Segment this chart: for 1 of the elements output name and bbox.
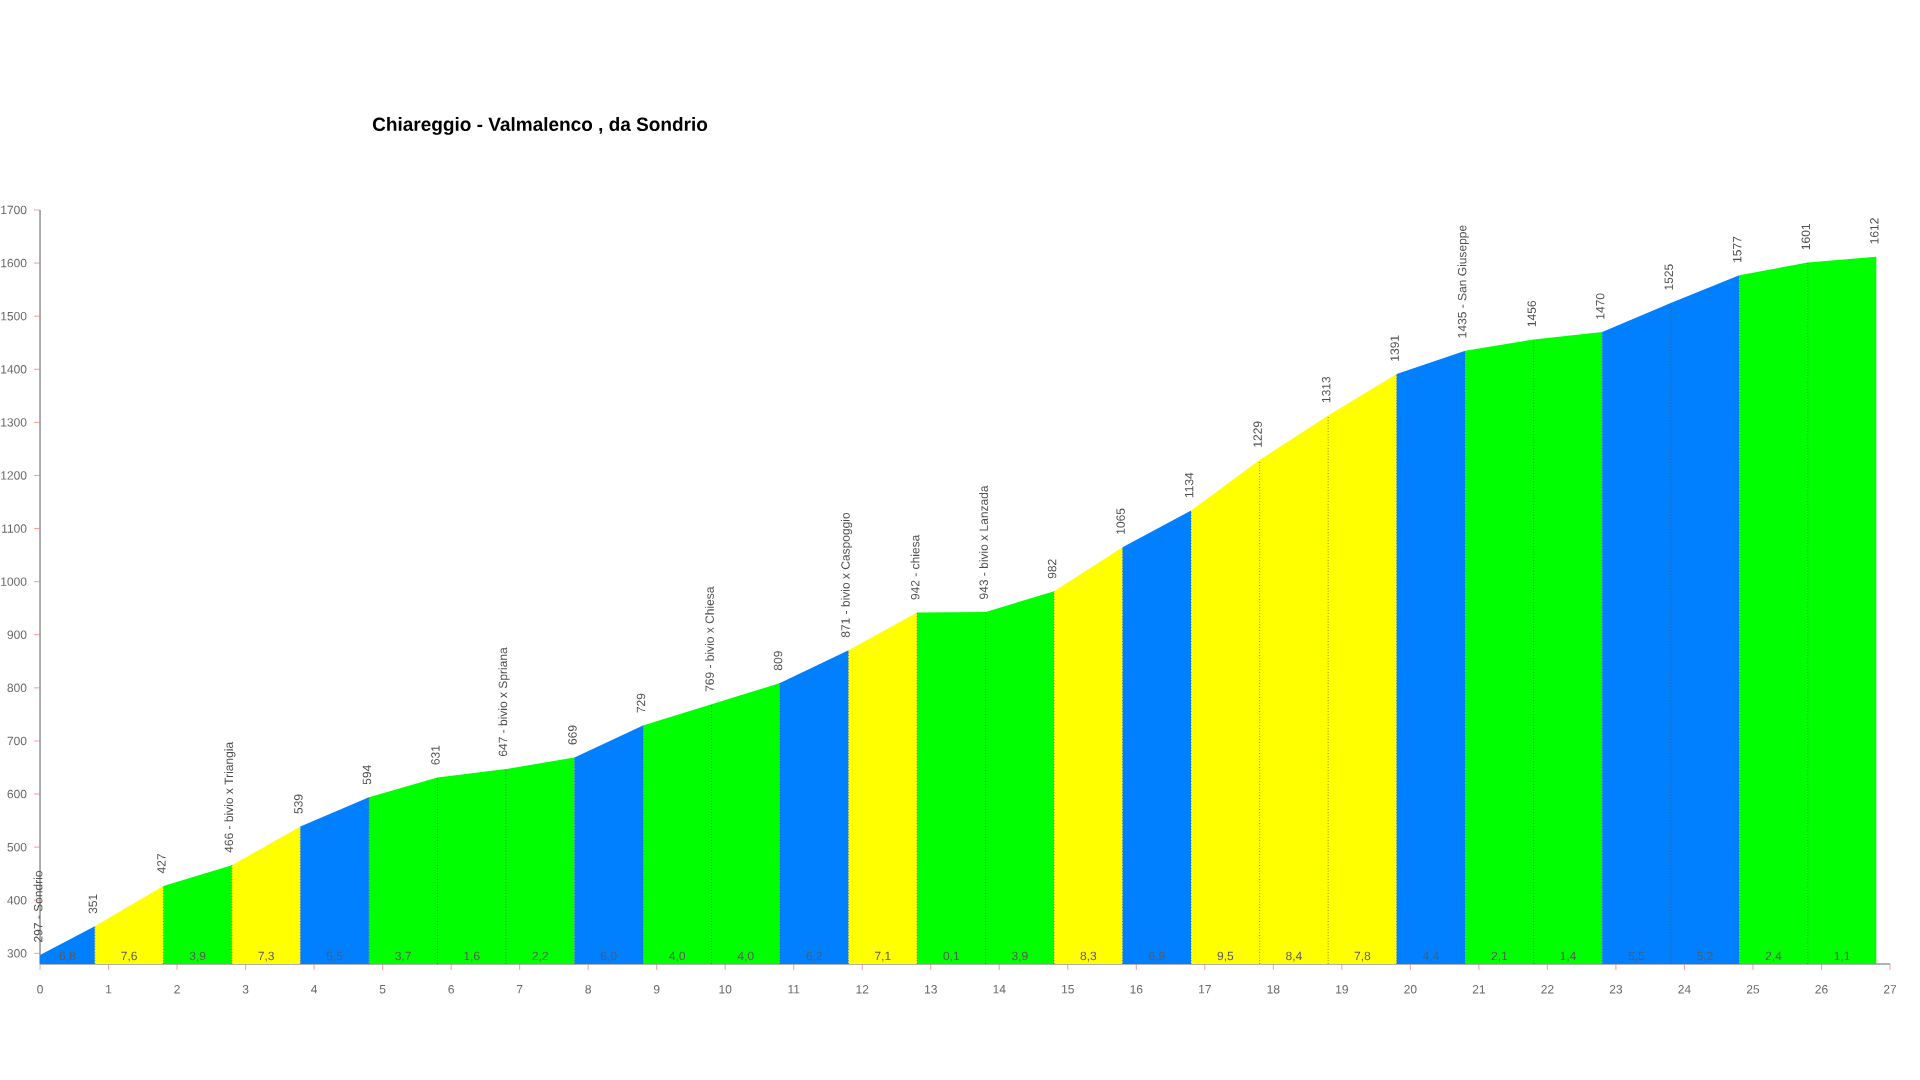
chart-title: Chiareggio - Valmalenco , da Sondrio	[372, 117, 708, 135]
